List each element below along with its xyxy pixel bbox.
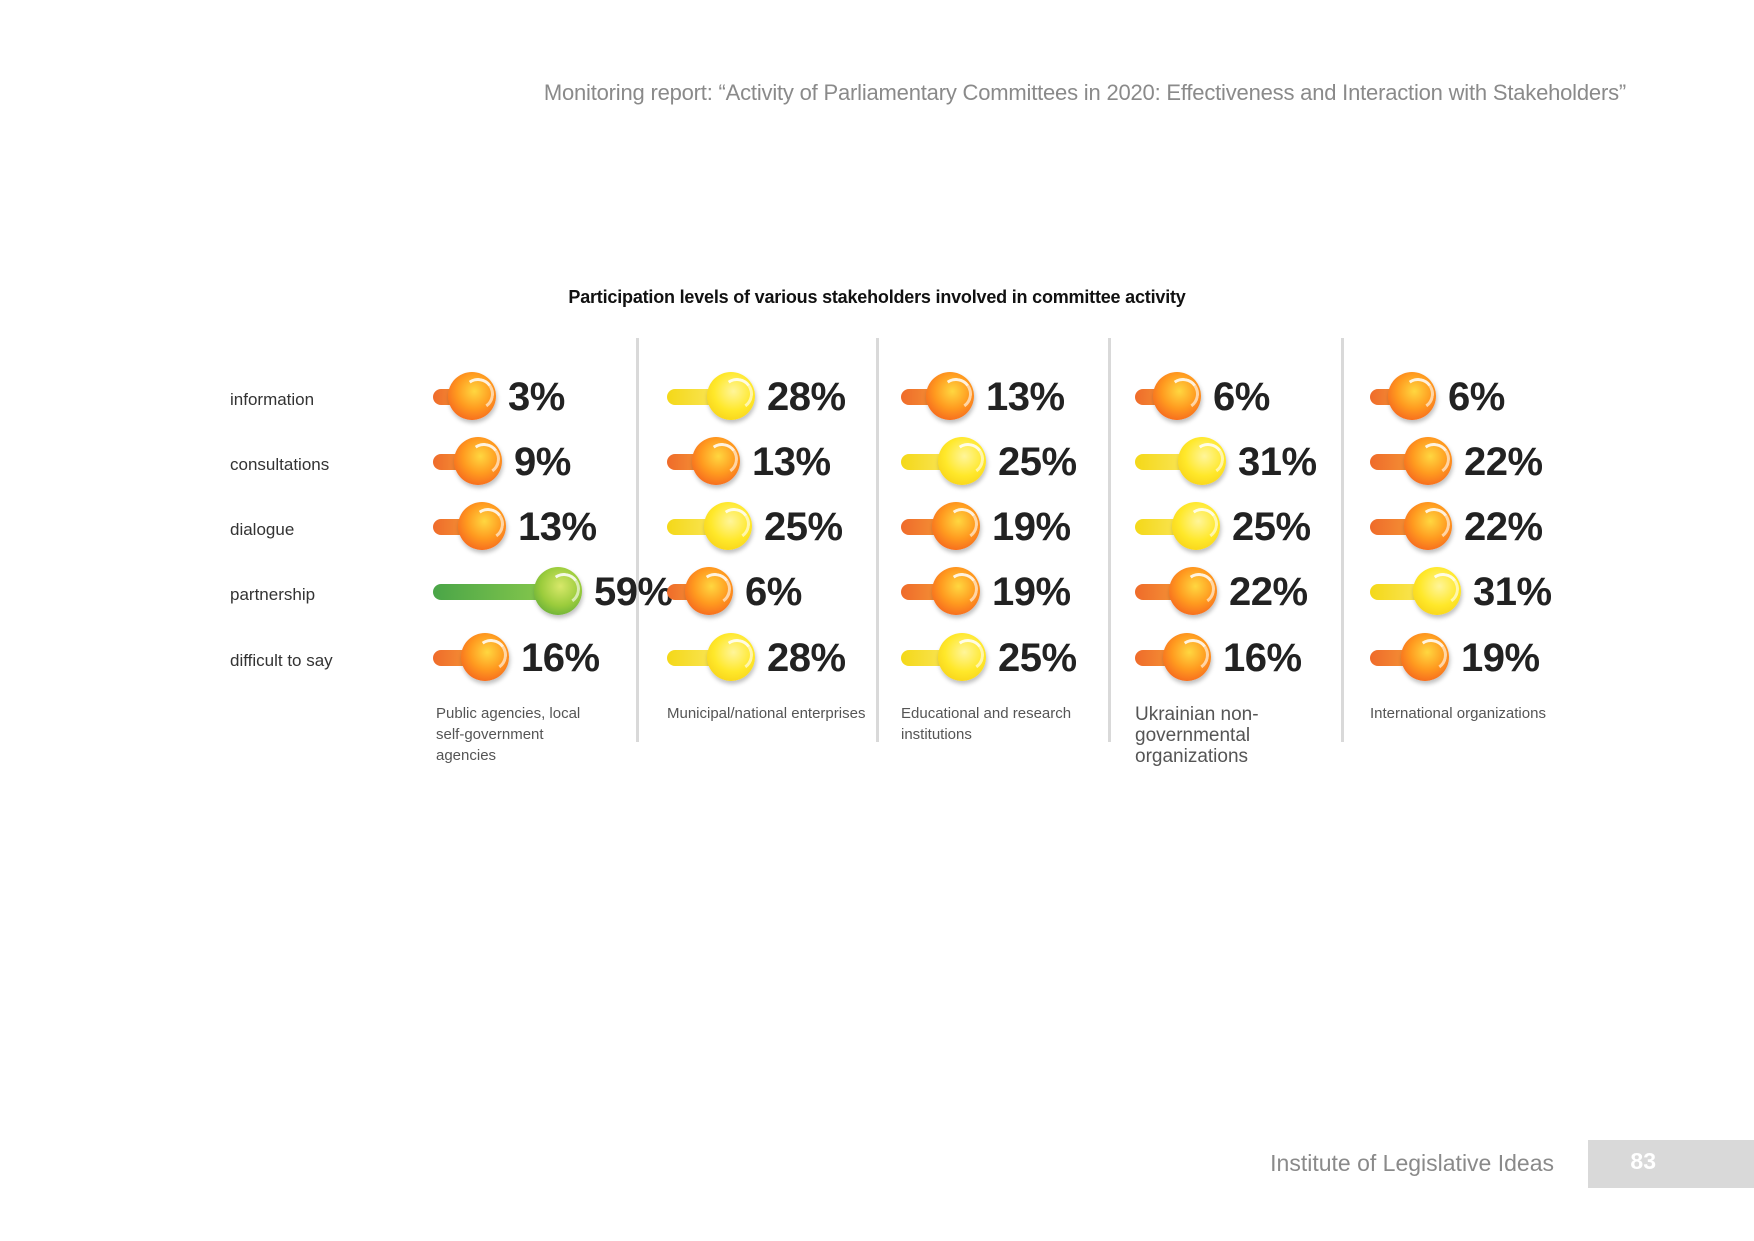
slider-knob	[938, 633, 986, 681]
column-divider	[1341, 338, 1344, 742]
slider-knob	[1178, 437, 1226, 485]
row-label-consultations: consultations	[230, 455, 330, 474]
percentage-value: 6%	[1213, 375, 1270, 419]
column-divider	[1108, 338, 1111, 742]
column-label-public-agencies: Public agencies, local self-government a…	[436, 705, 581, 764]
percentage-value: 16%	[521, 636, 600, 680]
percentage-value: 16%	[1223, 636, 1302, 680]
percentage-value: 3%	[508, 375, 565, 419]
percentage-value: 6%	[745, 570, 802, 614]
percentage-value: 25%	[764, 505, 843, 549]
slider-knob	[1163, 633, 1211, 681]
slider-knob	[707, 372, 755, 420]
slider-knob	[1172, 502, 1220, 550]
percentage-value: 22%	[1464, 505, 1543, 549]
slider-knob	[448, 372, 496, 420]
percentage-value: 59%	[594, 570, 673, 614]
slider-knob	[692, 437, 740, 485]
percentage-value: 13%	[752, 440, 831, 484]
slider-knob	[461, 633, 509, 681]
column-label-international: International organizations	[1370, 705, 1546, 722]
slider-knob	[1153, 372, 1201, 420]
column-divider	[876, 338, 879, 742]
chart-title: Participation levels of various stakehol…	[568, 287, 1186, 307]
slider-knob	[685, 567, 733, 615]
slider-knob	[704, 502, 752, 550]
percentage-value: 22%	[1229, 570, 1308, 614]
percentage-value: 22%	[1464, 440, 1543, 484]
percentage-value: 25%	[998, 636, 1077, 680]
report-header: Monitoring report: “Activity of Parliame…	[543, 80, 1626, 105]
row-label-dialogue: dialogue	[230, 520, 295, 539]
row-label-information: information	[230, 390, 315, 409]
percentage-value: 25%	[998, 440, 1077, 484]
column-label-educational: Educational and research institutions	[901, 705, 1072, 743]
percentage-value: 9%	[514, 440, 571, 484]
slider-knob	[707, 633, 755, 681]
slider-knob	[926, 372, 974, 420]
percentage-value: 28%	[767, 636, 846, 680]
percentage-value: 19%	[1461, 636, 1540, 680]
column-divider	[636, 338, 639, 742]
slider-knob	[1404, 502, 1452, 550]
percentage-value: 13%	[518, 505, 597, 549]
column-label-enterprises: Municipal/national enterprises	[667, 705, 866, 722]
percentage-value: 31%	[1238, 440, 1317, 484]
slider-knob	[534, 567, 582, 615]
percentage-value: 13%	[986, 375, 1065, 419]
row-label-partnership: partnership	[230, 585, 316, 604]
percentage-value: 19%	[992, 505, 1071, 549]
page-number-box	[1588, 1140, 1754, 1188]
percentage-value: 19%	[992, 570, 1071, 614]
slider-knob	[938, 437, 986, 485]
row-label-difficult: difficult to say	[230, 651, 333, 670]
percentage-value: 25%	[1232, 505, 1311, 549]
percentage-value: 6%	[1448, 375, 1505, 419]
slider-knob	[1401, 633, 1449, 681]
slider-knob	[932, 567, 980, 615]
slider-knob	[932, 502, 980, 550]
footer-organization: Institute of Legislative Ideas	[1270, 1150, 1554, 1176]
percentage-value: 28%	[767, 375, 846, 419]
page-number: 83	[1630, 1148, 1656, 1174]
slider-knob	[1404, 437, 1452, 485]
percentage-value: 31%	[1473, 570, 1552, 614]
slider-knob	[454, 437, 502, 485]
slider-track	[433, 584, 558, 600]
slider-knob	[1388, 372, 1436, 420]
slider-knob	[458, 502, 506, 550]
slider-knob	[1413, 567, 1461, 615]
column-label-ngo: Ukrainian non-governmental organizations	[1135, 704, 1259, 767]
slider-knob	[1169, 567, 1217, 615]
